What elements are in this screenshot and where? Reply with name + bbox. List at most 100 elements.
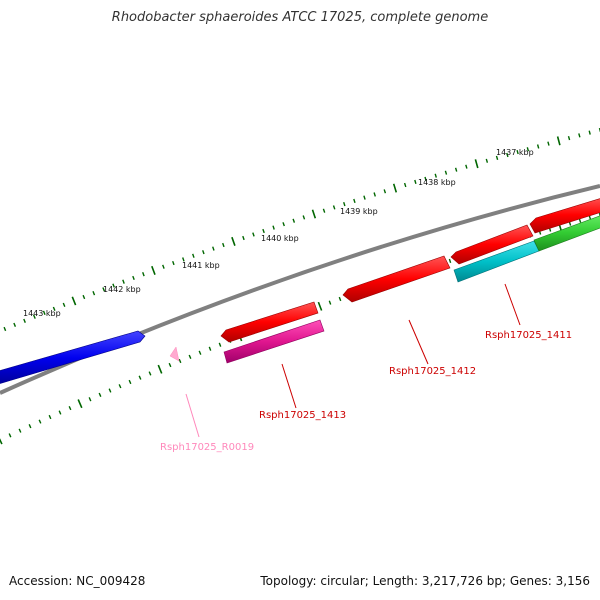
outer-ruler-tick <box>92 291 96 296</box>
ruler-label-1443: 1443 kbp <box>23 309 61 318</box>
feature-label-r0019[interactable]: Rsph17025_R0019 <box>160 442 254 453</box>
outer-ruler-tick <box>506 152 509 158</box>
ruler-label-1438: 1438 kbp <box>418 178 456 187</box>
outer-ruler <box>3 127 600 332</box>
outer-ruler-tick <box>536 144 540 149</box>
outer-ruler-tick <box>495 155 499 160</box>
inner-ruler-tick <box>188 354 192 359</box>
inner-ruler-tick <box>208 346 212 351</box>
outer-ruler-tick <box>444 170 448 175</box>
outer-ruler-tick <box>132 275 135 281</box>
outer-ruler-tick <box>62 302 66 307</box>
outer-ruler-tick <box>363 195 366 200</box>
inner-ruler-tick <box>8 433 12 438</box>
outer-ruler-tick <box>32 314 36 319</box>
outer-ruler-tick <box>485 158 489 163</box>
outer-ruler-tick <box>547 141 550 146</box>
outer-ruler-tick <box>102 287 106 292</box>
genome-summary-text: Topology: circular; Length: 3,217,726 bp… <box>260 574 590 588</box>
gene-blue-arrow[interactable] <box>0 330 146 385</box>
outer-ruler-tick <box>231 236 236 246</box>
outer-ruler-tick <box>13 322 17 327</box>
outer-ruler-tick <box>373 192 376 197</box>
outer-ruler-tick <box>526 147 530 152</box>
outer-ruler-tick <box>122 279 125 284</box>
gene-green-arrow[interactable] <box>533 214 600 252</box>
leader-1412 <box>408 319 429 365</box>
outer-ruler-tick <box>353 198 356 204</box>
outer-ruler-tick <box>142 272 145 277</box>
outer-ruler-tick <box>262 228 265 234</box>
feature-label-1412[interactable]: Rsph17025_1412 <box>389 366 476 377</box>
outer-ruler-tick <box>112 283 115 288</box>
outer-ruler-tick <box>212 246 215 251</box>
outer-ruler-tick <box>588 130 591 135</box>
outer-ruler-tick <box>71 296 77 306</box>
outer-ruler-tick <box>202 250 205 255</box>
inner-ruler-tick <box>38 419 42 424</box>
inner-ruler-tick <box>148 371 152 376</box>
outer-ruler-tick <box>516 150 519 155</box>
outer-ruler-tick <box>242 235 245 241</box>
gene-rsph17025-1412[interactable] <box>342 255 451 303</box>
inner-ruler-tick <box>157 364 163 374</box>
outer-ruler-tick <box>383 189 387 194</box>
inner-ruler-tick <box>0 438 3 445</box>
label-leaders <box>185 283 521 438</box>
inner-ruler-tick <box>198 350 202 355</box>
gene-rsph17025-r0019-marker[interactable] <box>169 346 180 362</box>
outer-ruler-tick <box>292 218 296 223</box>
feature-tracks <box>0 197 600 385</box>
outer-ruler-tick <box>82 294 86 300</box>
inner-ruler-tick <box>178 358 182 364</box>
feature-labels: Rsph17025_1411 Rsph17025_1412 Rsph17025_… <box>160 330 572 453</box>
outer-ruler-tick <box>424 176 427 181</box>
inner-ruler-tick <box>77 399 83 409</box>
gene-red-arrow-1[interactable] <box>220 301 319 343</box>
outer-ruler-tick <box>322 208 326 213</box>
gene-red-arrow-3[interactable] <box>529 197 600 234</box>
outer-ruler-tick <box>343 201 346 207</box>
outer-ruler-tick <box>162 264 165 269</box>
ruler-label-1441: 1441 kbp <box>182 261 220 270</box>
outer-ruler-tick <box>151 265 156 275</box>
ruler-label-1442: 1442 kbp <box>103 285 141 294</box>
outer-ruler-tick <box>454 167 458 172</box>
outer-ruler-tick <box>556 136 561 146</box>
inner-ruler-tick <box>58 410 62 415</box>
gene-red-arrow-2[interactable] <box>450 224 534 265</box>
outer-ruler-tick <box>414 179 417 184</box>
feature-label-1413[interactable]: Rsph17025_1413 <box>259 410 346 421</box>
outer-ruler-tick <box>567 136 571 141</box>
inner-ruler-tick <box>48 414 52 420</box>
outer-ruler-tick <box>332 205 336 210</box>
inner-ruler-tick <box>168 362 172 368</box>
outer-ruler-tick <box>282 222 285 227</box>
feature-label-1411[interactable]: Rsph17025_1411 <box>485 330 572 341</box>
outer-ruler-tick <box>192 253 195 258</box>
outer-ruler-tick <box>392 183 398 193</box>
leader-1411 <box>504 283 521 326</box>
gene-rsph17025-1413[interactable] <box>223 319 325 364</box>
outer-ruler-tick <box>403 182 407 188</box>
outer-ruler-tick <box>302 215 306 220</box>
inner-ruler-tick <box>28 424 32 429</box>
map-title: Rhodobacter sphaeroides ATCC 17025, comp… <box>111 10 489 25</box>
inner-ruler-tick <box>108 388 112 393</box>
inner-ruler-tick <box>88 397 92 402</box>
inner-ruler-tick <box>328 300 332 305</box>
outer-ruler-tick <box>311 209 317 219</box>
inner-ruler-tick <box>338 296 342 302</box>
outer-ruler-tick <box>42 310 46 315</box>
outer-ruler-tick <box>3 326 7 332</box>
genome-backbone <box>0 184 600 395</box>
inner-ruler-tick <box>68 406 72 411</box>
outer-ruler-tick <box>252 232 255 237</box>
inner-ruler-tick <box>317 301 323 311</box>
accession-text: Accession: NC_009428 <box>9 574 146 588</box>
outer-ruler-tick <box>182 257 185 262</box>
outer-ruler-tick <box>434 173 437 178</box>
inner-ruler-tick <box>578 218 582 223</box>
ruler-label-1439: 1439 kbp <box>340 207 378 216</box>
